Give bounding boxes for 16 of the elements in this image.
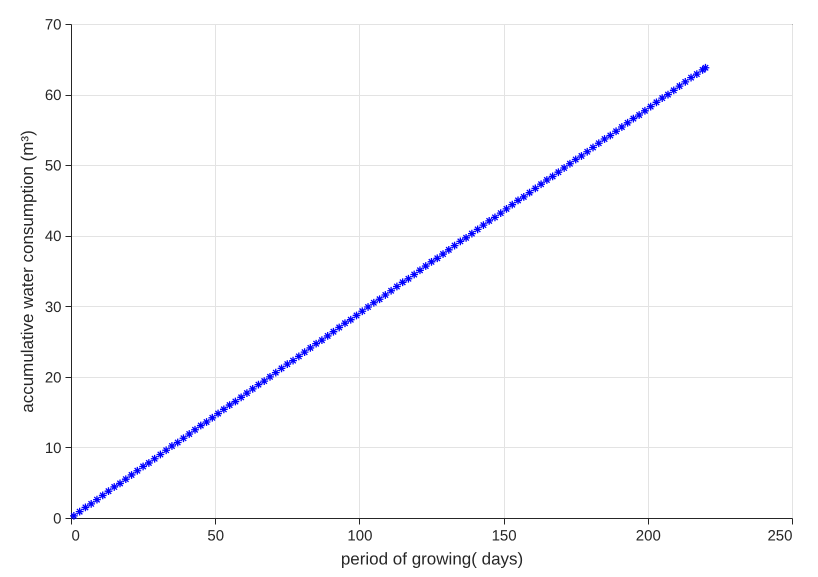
x-tick-label: 100 bbox=[347, 528, 372, 544]
x-tick-label: 0 bbox=[72, 528, 80, 544]
y-tick-label: 20 bbox=[44, 369, 62, 386]
y-tick-label: 50 bbox=[44, 158, 62, 175]
x-tick-label: 250 bbox=[767, 528, 792, 544]
y-tick-label: 70 bbox=[44, 16, 62, 34]
x-tick-label: 150 bbox=[492, 528, 517, 544]
y-tick-label: 10 bbox=[44, 440, 62, 457]
y-tick-label: 0 bbox=[53, 510, 62, 528]
y-axis-title: accumulative water consumption (m³) bbox=[18, 130, 37, 413]
y-tick-label: 40 bbox=[44, 228, 62, 246]
y-tick-label: 60 bbox=[44, 87, 62, 104]
x-tick-label: 50 bbox=[207, 528, 224, 544]
x-tick-label: 200 bbox=[636, 528, 661, 544]
y-tick-label: 30 bbox=[44, 298, 62, 316]
x-axis-title: period of growing( days) bbox=[340, 550, 524, 568]
